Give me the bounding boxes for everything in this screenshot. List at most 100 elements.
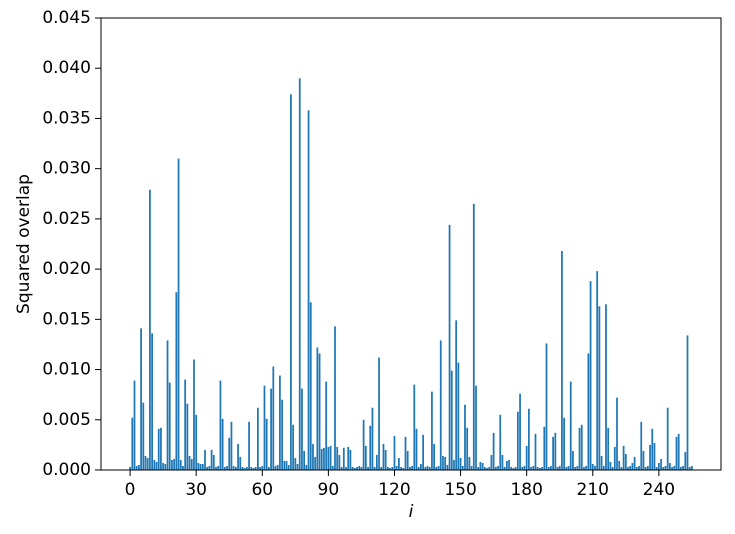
bar [406,450,409,470]
bar [190,458,193,470]
bar [633,456,636,470]
bar [552,436,554,470]
bar [298,78,301,471]
bar [541,466,543,470]
bar [226,465,228,470]
bar [607,427,610,470]
bar [613,446,616,470]
bar [688,466,691,470]
bar [594,465,596,470]
bar [279,375,281,470]
bar [155,461,158,470]
bar [644,466,647,470]
bar [605,304,607,470]
bar [651,428,654,470]
bar [459,457,462,470]
bar [439,340,442,470]
y-tick-label: 0.020 [42,259,91,279]
bar [382,443,385,470]
bar [184,379,187,470]
bar [316,347,319,470]
x-tick-label: 210 [577,480,609,500]
bar [466,427,469,470]
bar [157,428,160,470]
bar [492,432,495,470]
bar [179,459,182,470]
bar [598,306,601,470]
bar [364,445,367,470]
bar [351,466,354,470]
bar [635,466,638,470]
bar [325,381,328,470]
bar [336,446,339,470]
bar [448,224,451,470]
bar [567,465,570,470]
x-tick-label: 150 [444,480,476,500]
bar [563,417,566,470]
bar [342,447,345,470]
bar [237,443,239,470]
bar [303,450,306,470]
bar [239,456,242,470]
bar [283,460,286,470]
bar [691,465,693,470]
y-tick-label: 0.005 [42,410,91,430]
bar [444,456,447,470]
bar [263,385,266,470]
bar [642,450,645,470]
bar [386,466,389,470]
bar [206,466,209,470]
bar [666,407,669,470]
bar [475,385,477,470]
bar [561,251,563,470]
bar [208,465,211,470]
bar [373,466,376,470]
bar [583,466,585,470]
bar [589,281,592,470]
x-tick-label: 180 [510,480,542,500]
bar [609,461,612,470]
bar [602,465,605,470]
bar [329,445,332,470]
bar [380,466,383,470]
bar [580,424,583,470]
bar [638,465,640,470]
bar [217,465,220,470]
bar [525,445,528,470]
bar [530,466,532,470]
bar [578,427,581,470]
bar [287,464,290,470]
bar [455,320,458,470]
bar [501,454,504,470]
bar [140,328,142,470]
bar [219,380,222,470]
bar [177,158,180,470]
bar [199,463,202,470]
bar [686,335,689,470]
bar [230,421,233,470]
bar [327,446,330,470]
bar [393,435,396,470]
bar [135,465,138,470]
bar [622,445,625,470]
bar [616,397,618,470]
bar [268,466,270,470]
bar [649,444,651,470]
bar [673,465,676,470]
bar [417,466,420,470]
bar [415,428,418,470]
plot-frame [100,17,722,471]
bar [629,465,632,470]
bar [223,466,226,470]
bar [627,466,629,470]
bar [309,302,312,470]
bar [611,466,614,470]
x-tick-label: 60 [251,480,273,500]
bar [527,408,530,470]
y-tick-label: 0.015 [42,309,91,329]
bar [133,380,136,470]
bar [499,414,502,470]
bar [411,465,413,470]
bar [409,466,411,470]
bar [248,421,250,470]
